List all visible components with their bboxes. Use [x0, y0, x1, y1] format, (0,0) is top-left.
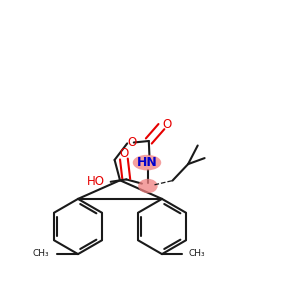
Text: CH₃: CH₃: [188, 249, 205, 258]
Text: HN: HN: [136, 156, 158, 169]
Text: O: O: [162, 118, 171, 131]
Text: CH₃: CH₃: [33, 249, 50, 258]
Text: HO: HO: [87, 175, 105, 188]
Ellipse shape: [133, 155, 161, 170]
Text: O: O: [120, 147, 129, 160]
Text: O: O: [128, 136, 136, 149]
Ellipse shape: [138, 179, 158, 193]
